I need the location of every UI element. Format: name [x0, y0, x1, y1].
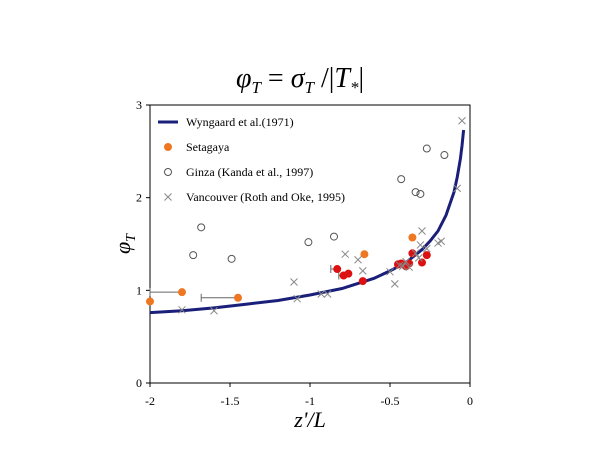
x-tick-label: -1: [305, 394, 315, 408]
data-point: [304, 238, 313, 247]
data-point: [330, 232, 338, 241]
data-point: [408, 249, 417, 258]
legend-item: Vancouver (Roth and Oke, 1995): [164, 190, 345, 204]
title-sigma-sub: T: [305, 78, 316, 97]
data-point: [178, 288, 186, 297]
legend: Wyngaard et al.(1971) Setagaya Ginza (Kand…: [158, 115, 345, 204]
data-point: [440, 151, 449, 160]
data-point: [398, 262, 407, 271]
data-point: [411, 249, 420, 258]
x-tick-label: -0.5: [381, 394, 400, 408]
y-axis-label-sub: T: [124, 233, 139, 242]
x-axis-label: z'/L: [293, 407, 326, 432]
title-sigma: σ: [291, 63, 306, 94]
y-tick-label: 2: [136, 191, 142, 205]
legend-label: Wyngaard et al.(1971): [186, 115, 294, 129]
data-point: [437, 237, 446, 246]
data-point: [323, 290, 332, 298]
data-point: [146, 297, 154, 306]
title-abs-close: |: [358, 63, 364, 94]
data-point: [317, 290, 326, 298]
data-point: [341, 250, 350, 259]
data-point: [405, 263, 414, 272]
data-point: [418, 258, 426, 267]
data-point: [290, 278, 298, 286]
data-point: [414, 254, 423, 262]
legend-marker-swatch: [164, 193, 172, 201]
data-point: [360, 250, 369, 259]
legend-label: Setagaya: [186, 140, 230, 154]
data-point: [234, 293, 242, 302]
data-point: [390, 279, 399, 288]
data-point: [397, 175, 406, 184]
x-tick-label: -1.5: [221, 394, 240, 408]
data-point: [189, 251, 198, 260]
data-point: [453, 184, 462, 193]
legend-label: Ginza (Kanda et al., 1997): [186, 165, 313, 179]
title-phi: φ: [236, 63, 252, 94]
legend-marker-swatch: [164, 143, 172, 151]
x-tick-label: 0: [467, 394, 473, 408]
axes: -2 -1.5 -1 -0.5 0 0 1 2 3: [136, 98, 473, 408]
data-point: [408, 233, 417, 242]
data-point: [402, 257, 410, 266]
data-point: [416, 241, 425, 249]
y-tick-label: 3: [136, 98, 142, 112]
data-point: [344, 269, 353, 278]
legend-item: Setagaya: [164, 140, 230, 154]
data-point: [354, 255, 362, 264]
y-tick-label: 1: [136, 283, 142, 297]
title-slash: /: [314, 63, 329, 94]
data-point: [293, 294, 302, 303]
data-point: [386, 267, 394, 276]
data-point: [458, 116, 466, 125]
data-point: [422, 251, 431, 260]
y-axis-label-main: φ: [110, 242, 135, 254]
data-point: [358, 277, 367, 286]
data-point: [197, 223, 206, 232]
data-point: [227, 254, 236, 263]
data-point: [358, 267, 367, 275]
data-marks: [146, 116, 466, 315]
y-axis-label: φT: [110, 233, 139, 254]
data-point: [210, 306, 218, 315]
data-point: [422, 244, 431, 253]
data-point: [411, 188, 420, 197]
legend-item: Ginza (Kanda et al., 1997): [164, 165, 313, 179]
series-line-wyngaard: [149, 129, 466, 315]
y-tick-label: 0: [136, 376, 142, 390]
legend-label: Vancouver (Roth and Oke, 1995): [186, 190, 345, 204]
title-abs-open: |: [329, 63, 335, 94]
x-tick-label: -2: [145, 394, 155, 408]
title-t-sub: *: [350, 78, 359, 97]
data-point: [416, 189, 425, 198]
title-t: T: [334, 63, 352, 94]
data-point: [422, 144, 431, 153]
title-phi-sub: T: [251, 78, 262, 97]
chart-title: φT = σT /|T*|: [236, 63, 364, 97]
legend-marker-swatch: [164, 168, 172, 176]
title-eq: =: [261, 63, 291, 94]
data-point: [418, 227, 426, 235]
data-point: [178, 305, 186, 314]
data-point: [333, 265, 342, 274]
legend-item: Wyngaard et al.(1971): [158, 115, 294, 129]
